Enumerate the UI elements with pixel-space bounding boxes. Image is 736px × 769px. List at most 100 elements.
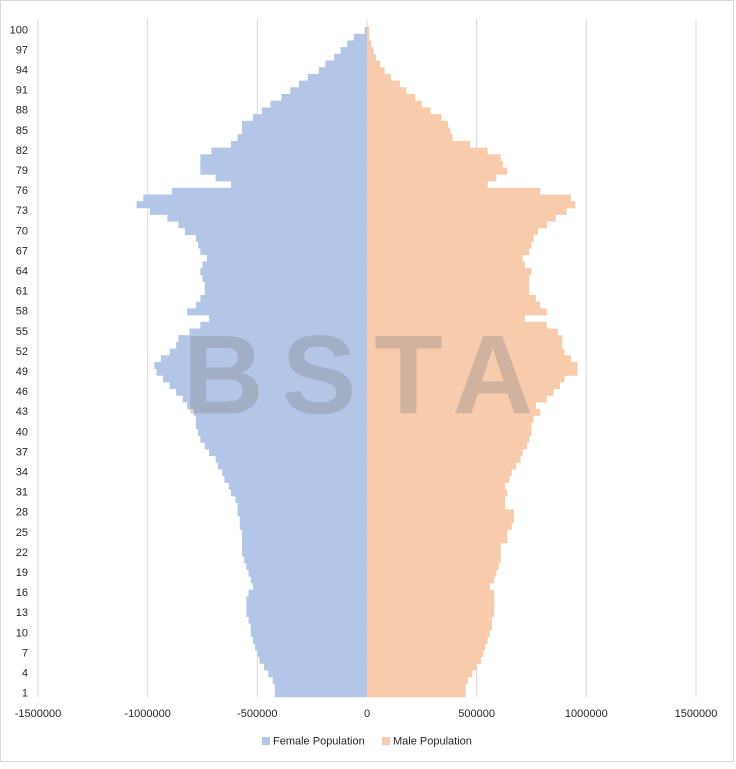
- bar: [367, 650, 484, 658]
- bar: [367, 207, 567, 215]
- bar: [206, 254, 367, 262]
- bar: [367, 27, 370, 34]
- bar: [200, 167, 367, 175]
- bar: [367, 589, 495, 597]
- bar: [143, 194, 367, 202]
- legend-label: Female Population: [273, 735, 365, 747]
- bar: [367, 187, 541, 195]
- bar: [367, 449, 523, 457]
- x-tick-label: 0: [364, 708, 370, 720]
- bar: [367, 234, 534, 242]
- bar: [209, 449, 367, 457]
- bar: [367, 489, 508, 497]
- bar: [263, 663, 367, 671]
- x-tick-label: -1000000: [124, 708, 171, 720]
- bar: [250, 623, 367, 631]
- bar: [209, 315, 367, 323]
- bar: [195, 415, 367, 423]
- bar: [367, 248, 530, 256]
- legend-swatch: [262, 737, 270, 745]
- x-tick-label: -1500000: [15, 708, 62, 720]
- y-tick-label: 49: [16, 366, 28, 378]
- bar: [367, 120, 449, 128]
- bar: [231, 489, 367, 497]
- bar: [195, 234, 367, 242]
- bar: [204, 288, 367, 296]
- bar: [270, 100, 367, 108]
- bar: [272, 676, 367, 684]
- bar: [248, 569, 367, 577]
- bar: [367, 663, 477, 671]
- bar: [176, 388, 367, 396]
- bar: [189, 328, 367, 336]
- bar: [367, 268, 532, 276]
- bar: [202, 261, 367, 269]
- bar: [204, 281, 367, 289]
- bar: [334, 53, 367, 61]
- bar: [367, 556, 501, 564]
- bar: [241, 127, 367, 135]
- y-tick-label: 13: [16, 607, 28, 619]
- bar: [200, 295, 367, 302]
- bar: [367, 516, 514, 524]
- bar: [182, 395, 367, 403]
- legend-swatch: [382, 737, 390, 745]
- watermark: BSTA: [183, 313, 552, 438]
- bar: [367, 435, 530, 443]
- y-tick-label: 52: [16, 346, 28, 358]
- bar: [241, 120, 367, 128]
- bar: [252, 583, 367, 591]
- y-tick-label: 91: [16, 85, 28, 97]
- y-tick-label: 73: [16, 205, 28, 217]
- bar: [241, 549, 367, 557]
- bar: [367, 355, 571, 363]
- y-tick-label: 19: [16, 567, 28, 579]
- bar: [204, 442, 367, 450]
- bar: [367, 368, 578, 376]
- bar: [299, 80, 367, 88]
- bar: [274, 683, 367, 691]
- bar: [154, 362, 367, 369]
- bar: [367, 33, 370, 41]
- y-tick-label: 7: [22, 647, 28, 659]
- bar: [231, 181, 367, 189]
- bar: [367, 80, 400, 88]
- y-tick-label: 1: [22, 688, 28, 700]
- bar: [367, 408, 541, 416]
- bar: [200, 154, 367, 162]
- bar: [367, 60, 381, 68]
- y-tick-label: 31: [16, 487, 28, 499]
- bar: [187, 402, 367, 410]
- bar: [246, 596, 367, 604]
- y-tick-label: 85: [16, 125, 28, 137]
- bar: [367, 616, 493, 624]
- bar: [367, 395, 547, 403]
- bar: [195, 422, 367, 430]
- y-tick-label: 76: [16, 185, 28, 197]
- bar: [367, 542, 501, 550]
- bar: [231, 140, 367, 148]
- bar: [367, 315, 525, 323]
- x-tick-label: 500000: [458, 708, 495, 720]
- bar: [367, 683, 466, 691]
- bar: [169, 348, 367, 356]
- y-tick-label: 100: [10, 24, 28, 36]
- x-tick-label: -500000: [237, 708, 277, 720]
- bar: [367, 455, 521, 463]
- bar: [367, 609, 495, 617]
- bar: [198, 429, 367, 436]
- bar: [367, 47, 374, 55]
- y-tick-label: 40: [16, 426, 28, 438]
- bar: [257, 650, 367, 658]
- bar: [367, 529, 508, 537]
- y-tick-label: 46: [16, 386, 28, 398]
- y-tick-label: 97: [16, 44, 28, 56]
- bar: [178, 221, 367, 229]
- y-tick-label: 4: [22, 667, 28, 679]
- y-tick-label: 88: [16, 105, 28, 117]
- x-tick-label: 1500000: [675, 708, 718, 720]
- bar: [246, 609, 367, 617]
- bar: [367, 643, 486, 651]
- bar: [200, 435, 367, 443]
